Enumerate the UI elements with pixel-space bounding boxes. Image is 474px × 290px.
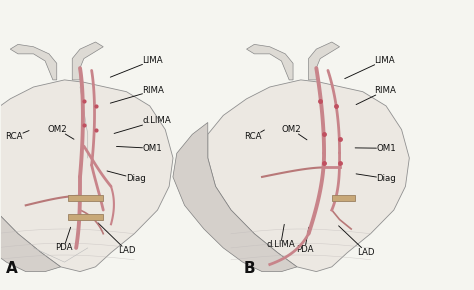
Text: LIMA: LIMA — [110, 56, 163, 77]
Bar — [68, 195, 103, 201]
Text: Diag: Diag — [107, 171, 146, 183]
Text: RIMA: RIMA — [110, 86, 164, 103]
Text: OM2: OM2 — [282, 125, 307, 140]
Text: d.LIMA: d.LIMA — [114, 116, 171, 133]
Polygon shape — [246, 44, 293, 80]
Polygon shape — [0, 80, 173, 271]
Text: OM1: OM1 — [117, 144, 162, 153]
Text: A: A — [6, 261, 18, 276]
Text: RIMA: RIMA — [356, 86, 396, 105]
Polygon shape — [208, 80, 410, 271]
Text: LIMA: LIMA — [345, 56, 395, 79]
Text: LAD: LAD — [338, 226, 375, 257]
Text: B: B — [244, 261, 255, 276]
Text: Diag: Diag — [356, 174, 396, 183]
Text: PDA: PDA — [55, 227, 73, 252]
Bar — [68, 214, 103, 220]
Polygon shape — [0, 122, 61, 271]
Text: RCA: RCA — [5, 130, 29, 141]
Text: d.LIMA: d.LIMA — [266, 224, 295, 249]
Polygon shape — [72, 42, 103, 80]
Polygon shape — [10, 44, 57, 80]
Polygon shape — [309, 42, 339, 80]
Text: RCA: RCA — [244, 130, 264, 141]
Text: OM1: OM1 — [355, 144, 396, 153]
Text: LAD: LAD — [98, 223, 136, 255]
Text: OM2: OM2 — [48, 125, 74, 139]
Bar — [332, 195, 355, 201]
Text: PDA: PDA — [296, 227, 314, 254]
Polygon shape — [173, 122, 297, 271]
